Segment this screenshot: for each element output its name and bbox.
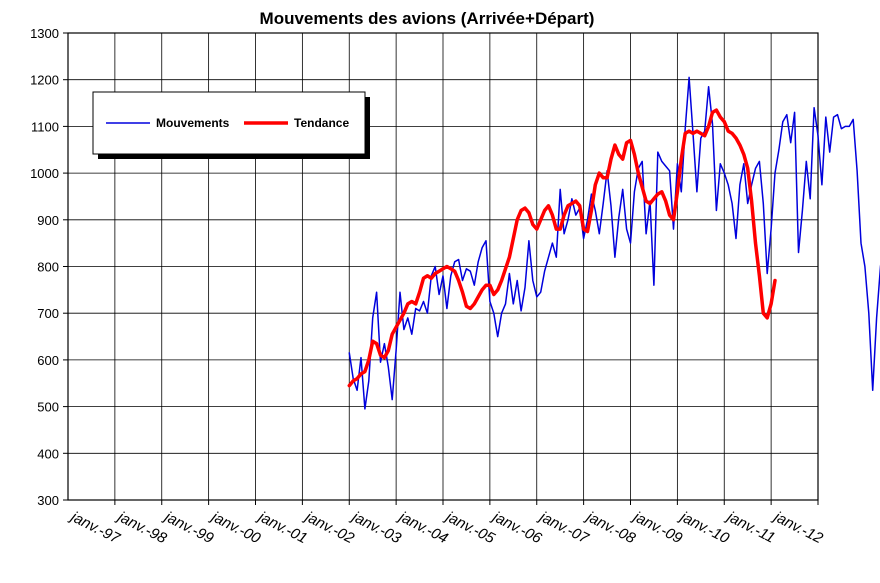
x-tick-label: janv.-09 [629, 508, 686, 548]
series-line-tendance [347, 108, 777, 388]
y-tick-label: 1300 [30, 26, 59, 41]
x-tick-label: janv.-10 [676, 508, 733, 548]
y-tick-label: 900 [37, 213, 59, 228]
x-tick-label: janv.-11 [723, 508, 778, 547]
x-tick-label: janv.-03 [348, 508, 405, 548]
x-axis-ticks: janv.-97janv.-98janv.-99janv.-00janv.-01… [66, 500, 826, 548]
x-tick-label: janv.-08 [582, 508, 639, 548]
y-tick-label: 1000 [30, 166, 59, 181]
y-tick-label: 700 [37, 306, 59, 321]
x-tick-label: janv.-98 [113, 508, 170, 548]
legend: Mouvements Tendance [92, 91, 370, 159]
y-axis-ticks: 300 400 500 600 700 800 900 1000 1100 1200 1300 [30, 26, 68, 508]
x-tick-label: janv.-97 [66, 508, 123, 548]
y-tick-label: 1100 [31, 119, 59, 134]
x-tick-label: janv.-04 [395, 508, 451, 548]
x-tick-label: janv.-05 [441, 508, 498, 548]
chart-title: Mouvements des avions (Arrivée+Départ) [260, 9, 595, 28]
x-tick-label: janv.-07 [535, 508, 592, 548]
legend-label-tendance: Tendance [294, 116, 349, 130]
series-line-mouvements [348, 76, 880, 410]
y-tick-label: 400 [37, 446, 59, 461]
x-tick-label: janv.-00 [207, 508, 264, 548]
x-tick-label: janv.-06 [488, 508, 545, 548]
x-tick-label: janv.-02 [301, 508, 358, 548]
x-tick-label: janv.-01 [254, 508, 310, 548]
y-tick-label: 300 [37, 493, 59, 508]
x-tick-label: janv.-99 [160, 508, 217, 548]
y-tick-label: 800 [37, 260, 59, 275]
legend-label-mouvements: Mouvements [156, 116, 230, 130]
y-tick-label: 1200 [30, 73, 59, 88]
y-tick-label: 500 [37, 400, 59, 415]
series-layer [347, 76, 880, 410]
y-tick-label: 600 [37, 353, 59, 368]
x-tick-label: janv.-12 [770, 508, 827, 548]
